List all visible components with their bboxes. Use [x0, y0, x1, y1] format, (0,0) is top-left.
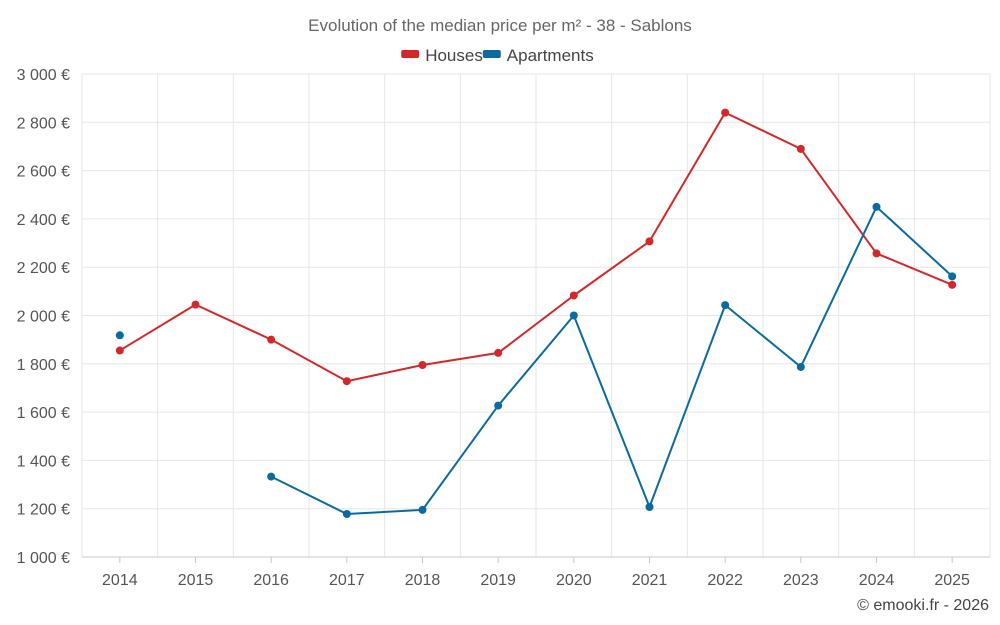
legend: Houses Apartments [401, 46, 594, 65]
legend-item-apartments[interactable]: Apartments [482, 46, 594, 65]
data-point-houses[interactable] [342, 377, 351, 386]
y-tick-label: 1 200 € [17, 502, 70, 519]
legend-item-houses[interactable]: Houses [401, 46, 483, 65]
data-point-apartments[interactable] [115, 331, 124, 340]
y-tick-label: 2 200 € [17, 260, 70, 277]
series-apartments [115, 202, 957, 519]
series-houses [115, 108, 957, 386]
series-line-apartments [270, 205, 953, 515]
data-point-houses[interactable] [191, 300, 200, 309]
chart-title: Evolution of the median price per m² - 3… [308, 16, 692, 35]
x-tick-label: 2019 [480, 572, 516, 589]
data-point-apartments[interactable] [569, 311, 578, 320]
data-point-houses[interactable] [645, 237, 654, 246]
credit-text: © emooki.fr - 2026 [857, 597, 989, 614]
legend-swatch [401, 50, 420, 58]
x-tick-label: 2018 [405, 572, 441, 589]
x-tick-label: 2014 [102, 572, 138, 589]
grid [81, 73, 991, 557]
y-tick-label: 2 800 € [17, 115, 70, 132]
data-point-apartments[interactable] [872, 202, 881, 211]
data-point-houses[interactable] [569, 291, 578, 300]
x-tick-label: 2021 [632, 572, 668, 589]
data-point-houses[interactable] [721, 108, 730, 117]
series-group [115, 108, 957, 519]
x-tick-label: 2015 [178, 572, 214, 589]
axes: 1 000 € 1 200 € 1 400 € 1 600 € 1 800 € 2 000… [17, 67, 990, 589]
data-point-houses[interactable] [872, 249, 881, 258]
x-tick-label: 2017 [329, 572, 365, 589]
data-point-apartments[interactable] [796, 362, 805, 371]
data-point-houses[interactable] [494, 348, 503, 357]
y-tick-label: 2 000 € [17, 309, 70, 326]
data-point-houses[interactable] [267, 335, 276, 344]
data-point-apartments[interactable] [948, 272, 957, 281]
x-tick-label: 2016 [253, 572, 289, 589]
data-point-apartments[interactable] [645, 503, 654, 512]
x-tick-label: 2025 [934, 572, 970, 589]
series-line-houses [119, 111, 953, 383]
data-point-apartments[interactable] [494, 401, 503, 410]
y-tick-label: 1 000 € [17, 550, 70, 567]
legend-label: Houses [425, 46, 483, 65]
x-tick-label: 2022 [707, 572, 743, 589]
data-point-houses[interactable] [948, 280, 957, 289]
y-tick-label: 1 800 € [17, 357, 70, 374]
y-tick-label: 3 000 € [17, 67, 70, 84]
legend-label: Apartments [507, 46, 594, 65]
y-tick-label: 2 600 € [17, 164, 70, 181]
data-point-houses[interactable] [115, 346, 124, 355]
y-tick-label: 1 400 € [17, 453, 70, 470]
data-point-apartments[interactable] [418, 505, 427, 514]
data-point-houses[interactable] [796, 144, 805, 153]
x-tick-label: 2020 [556, 572, 592, 589]
data-point-houses[interactable] [418, 361, 427, 370]
x-tick-label: 2023 [783, 572, 819, 589]
data-point-apartments[interactable] [267, 472, 276, 481]
y-tick-label: 1 600 € [17, 405, 70, 422]
data-point-apartments[interactable] [721, 301, 730, 310]
legend-swatch [482, 50, 501, 58]
data-point-apartments[interactable] [342, 510, 351, 519]
x-tick-label: 2024 [859, 572, 895, 589]
y-tick-label: 2 400 € [17, 212, 70, 229]
